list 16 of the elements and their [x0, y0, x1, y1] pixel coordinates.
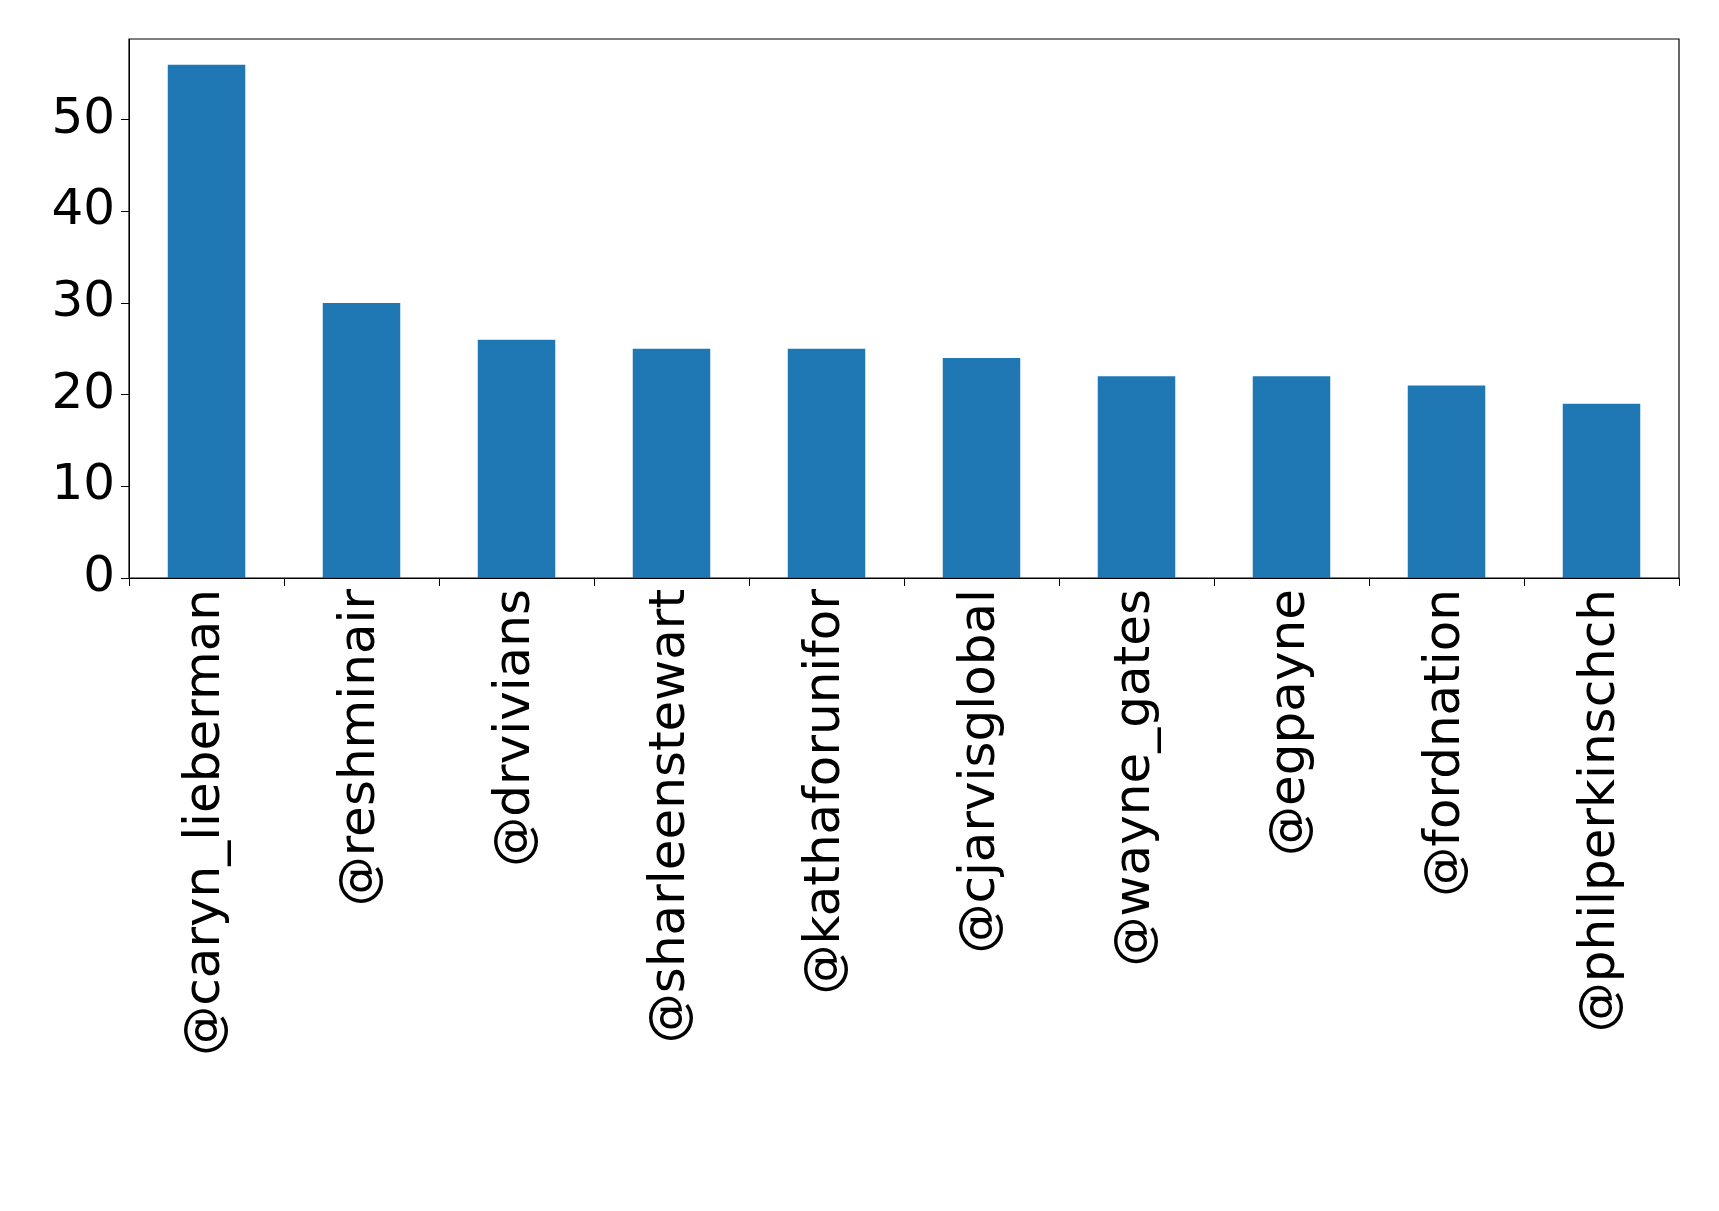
- y-tick-label: 20: [51, 361, 115, 420]
- x-tick-label: @fordnation: [1413, 589, 1472, 897]
- x-tick-label: @wayne_gates: [1103, 589, 1162, 967]
- x-tick-label: @reshminair: [328, 588, 387, 907]
- y-tick-label: 50: [51, 86, 115, 145]
- y-tick-label: 40: [51, 178, 115, 237]
- x-tick-label: @kathaforunifor: [793, 588, 852, 995]
- y-tick-label: 10: [51, 453, 115, 512]
- x-tick-label: @egpayne: [1258, 589, 1317, 856]
- x-tick-label: @caryn_lieberman: [173, 589, 232, 1056]
- y-tick-label: 30: [51, 269, 115, 328]
- x-tick-label: @drvivians: [483, 589, 542, 867]
- y-tick-label: 0: [83, 544, 115, 603]
- x-tick-label: @philperkinschch: [1568, 589, 1627, 1033]
- x-tick-label: @sharleenstewart: [638, 589, 697, 1044]
- x-tick-label: @cjarvisglobal: [948, 589, 1007, 954]
